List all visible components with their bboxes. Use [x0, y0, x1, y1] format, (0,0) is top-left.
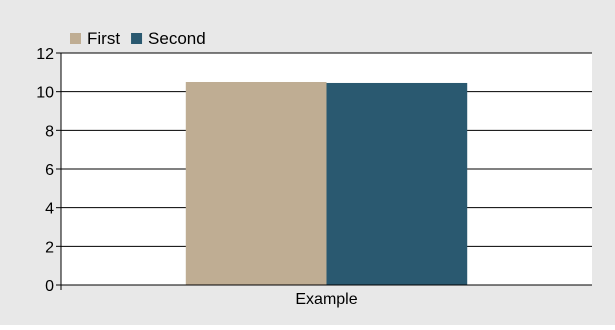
axes: 0 2 4 6 8 10 12 Example — [36, 46, 592, 308]
y-tick-label-4: 4 — [45, 201, 54, 218]
legend: First Second — [70, 29, 206, 48]
x-tick-label-0: Example — [295, 291, 357, 308]
y-tick-label-10: 10 — [36, 85, 54, 102]
legend-swatch-second — [131, 33, 143, 44]
bar-first-0 — [185, 82, 327, 285]
bars — [185, 82, 468, 285]
bar-second-0 — [326, 82, 468, 285]
y-tick-label-6: 6 — [45, 162, 54, 179]
legend-swatch-first — [70, 33, 81, 44]
y-tick-label-0: 0 — [45, 278, 54, 295]
y-tick-label-8: 8 — [45, 123, 54, 140]
legend-label-first: First — [87, 29, 120, 48]
legend-label-second: Second — [148, 29, 206, 48]
y-tick-label-12: 12 — [36, 46, 54, 63]
y-tick-label-2: 2 — [45, 239, 54, 256]
